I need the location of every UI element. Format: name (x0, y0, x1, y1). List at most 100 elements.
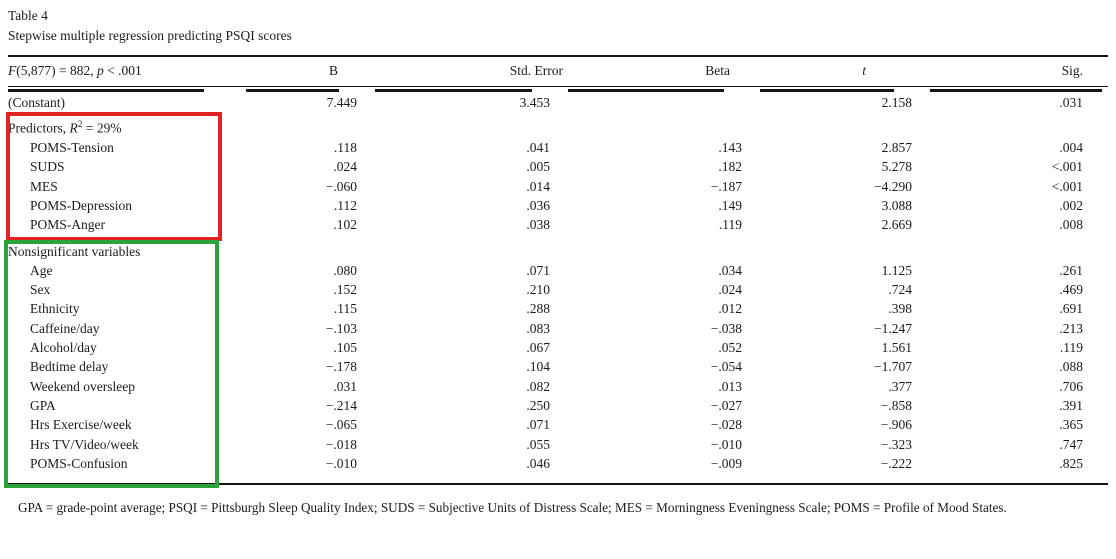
table-row: SUDS .024 .005 .182 5.278 <.001 (8, 157, 1108, 176)
cell-value: −.222 (880, 455, 912, 471)
row-label: Hrs TV/Video/week (30, 436, 139, 452)
cell-value (912, 112, 1108, 138)
column-header: Std. Error (357, 56, 563, 91)
cell-value: .143 (718, 140, 742, 156)
table-row: POMS-Depression .112 .036 .149 3.088 .002 (8, 196, 1108, 215)
row-label: POMS-Tension (30, 140, 114, 156)
cell-value: −.214 (325, 397, 357, 413)
cell-value: .115 (333, 301, 357, 317)
cell-value: −4.290 (874, 178, 912, 194)
column-header: t (742, 56, 912, 91)
cell-value (228, 235, 357, 261)
table-row: Weekend oversleep .031 .082 .013 .377 .706 (8, 377, 1108, 396)
cell-value: .031 (333, 378, 357, 394)
row-label: SUDS (30, 159, 65, 175)
cell-value: <.001 (1051, 159, 1083, 175)
cell-value: .005 (526, 159, 550, 175)
cell-value: .071 (526, 417, 550, 433)
row-label: Weekend oversleep (30, 378, 135, 394)
cell-value: 1.561 (881, 340, 912, 356)
row-label: Hrs Exercise/week (30, 417, 132, 433)
cell-value: .055 (526, 436, 550, 452)
cell-value: −.103 (325, 320, 357, 336)
cell-value: .119 (1059, 340, 1083, 356)
cell-value: .024 (333, 159, 357, 175)
cell-value (550, 235, 742, 261)
cell-value: 1.125 (881, 262, 912, 278)
table-row: Caffeine/day −.103 .083 −.038 −1.247 .213 (8, 319, 1108, 338)
cell-value: −.038 (710, 320, 742, 336)
cell-value: <.001 (1051, 178, 1083, 194)
table-label: Table 4 (8, 8, 48, 23)
cell-value (742, 112, 912, 138)
table-row: (Constant) 7.449 3.453 2.158 .031 (8, 87, 1108, 113)
table-body: (Constant) 7.449 3.453 2.158 .031 Predictors,… (8, 87, 1108, 485)
cell-value: .152 (333, 282, 357, 298)
table-row: Hrs Exercise/week −.065 .071 −.028 −.906 .365 (8, 415, 1108, 434)
cell-value: .041 (526, 140, 550, 156)
cell-value: .104 (526, 359, 550, 375)
cell-value: .071 (526, 262, 550, 278)
cell-value: .083 (526, 320, 550, 336)
cell-value: .031 (1059, 95, 1083, 110)
cell-value: −.018 (325, 436, 357, 452)
table-row: Sex .152 .210 .024 .724 .469 (8, 280, 1108, 299)
cell-value: .250 (526, 397, 550, 413)
row-label: Ethnicity (30, 301, 80, 317)
cell-value: −.009 (710, 455, 742, 471)
cell-value: −.323 (880, 436, 912, 452)
cell-value: −.010 (325, 455, 357, 471)
column-header: Sig. (912, 56, 1108, 91)
table-row: POMS-Confusion −.010 .046 −.009 −.222 .825 (8, 454, 1108, 484)
cell-value: .014 (526, 178, 550, 194)
row-label: (Constant) (8, 95, 65, 110)
cell-value: .391 (1059, 397, 1083, 413)
cell-value: .398 (888, 301, 912, 317)
cell-value: .377 (888, 378, 912, 394)
cell-value (550, 112, 742, 138)
cell-value: .002 (1059, 197, 1083, 213)
cell-value: .747 (1059, 436, 1083, 452)
table-row: POMS-Tension .118 .041 .143 2.857 .004 (8, 138, 1108, 157)
cell-value: −.027 (710, 397, 742, 413)
cell-value: 2.158 (881, 95, 912, 110)
column-header: B (228, 56, 357, 91)
cell-value: .008 (1059, 217, 1083, 233)
cell-value (357, 235, 550, 261)
table-footnote: GPA = grade-point average; PSQI = Pittsb… (18, 500, 1007, 516)
table-row: Predictors, R2 = 29% (8, 112, 1108, 138)
cell-value: −.054 (710, 359, 742, 375)
cell-value: −.858 (880, 397, 912, 413)
cell-value: .213 (1059, 320, 1083, 336)
cell-value: .080 (333, 262, 357, 278)
cell-value: .706 (1059, 378, 1083, 394)
column-header: F(5,877) = 882, p < .001 (8, 56, 228, 91)
row-label: Age (30, 262, 53, 278)
table-row: Nonsignificant variables (8, 235, 1108, 261)
cell-value: .036 (526, 197, 550, 213)
table-row: MES −.060 .014 −.187 −4.290 <.001 (8, 177, 1108, 196)
row-label: GPA (30, 397, 56, 413)
cell-value: .691 (1059, 301, 1083, 317)
table-row: GPA −.214 .250 −.027 −.858 .391 (8, 396, 1108, 415)
row-label: POMS-Anger (30, 217, 106, 233)
cell-value: .469 (1059, 282, 1083, 298)
row-label: Bedtime delay (30, 359, 109, 375)
cell-value: .210 (526, 282, 550, 298)
cell-value: .052 (718, 340, 742, 356)
table-row: Ethnicity .115 .288 .012 .398 .691 (8, 299, 1108, 318)
cell-value: .365 (1059, 417, 1083, 433)
cell-value: −1.707 (874, 359, 912, 375)
cell-value: .105 (333, 340, 357, 356)
cell-value: .024 (718, 282, 742, 298)
cell-value: .119 (718, 217, 742, 233)
cell-value: 2.669 (881, 217, 912, 233)
column-header: Beta (550, 56, 742, 91)
cell-value (357, 112, 550, 138)
cell-value: 3.453 (519, 95, 550, 110)
cell-value: −.187 (710, 178, 742, 194)
cell-value: .825 (1059, 455, 1083, 471)
cell-value: .038 (526, 217, 550, 233)
cell-value: .034 (718, 262, 742, 278)
